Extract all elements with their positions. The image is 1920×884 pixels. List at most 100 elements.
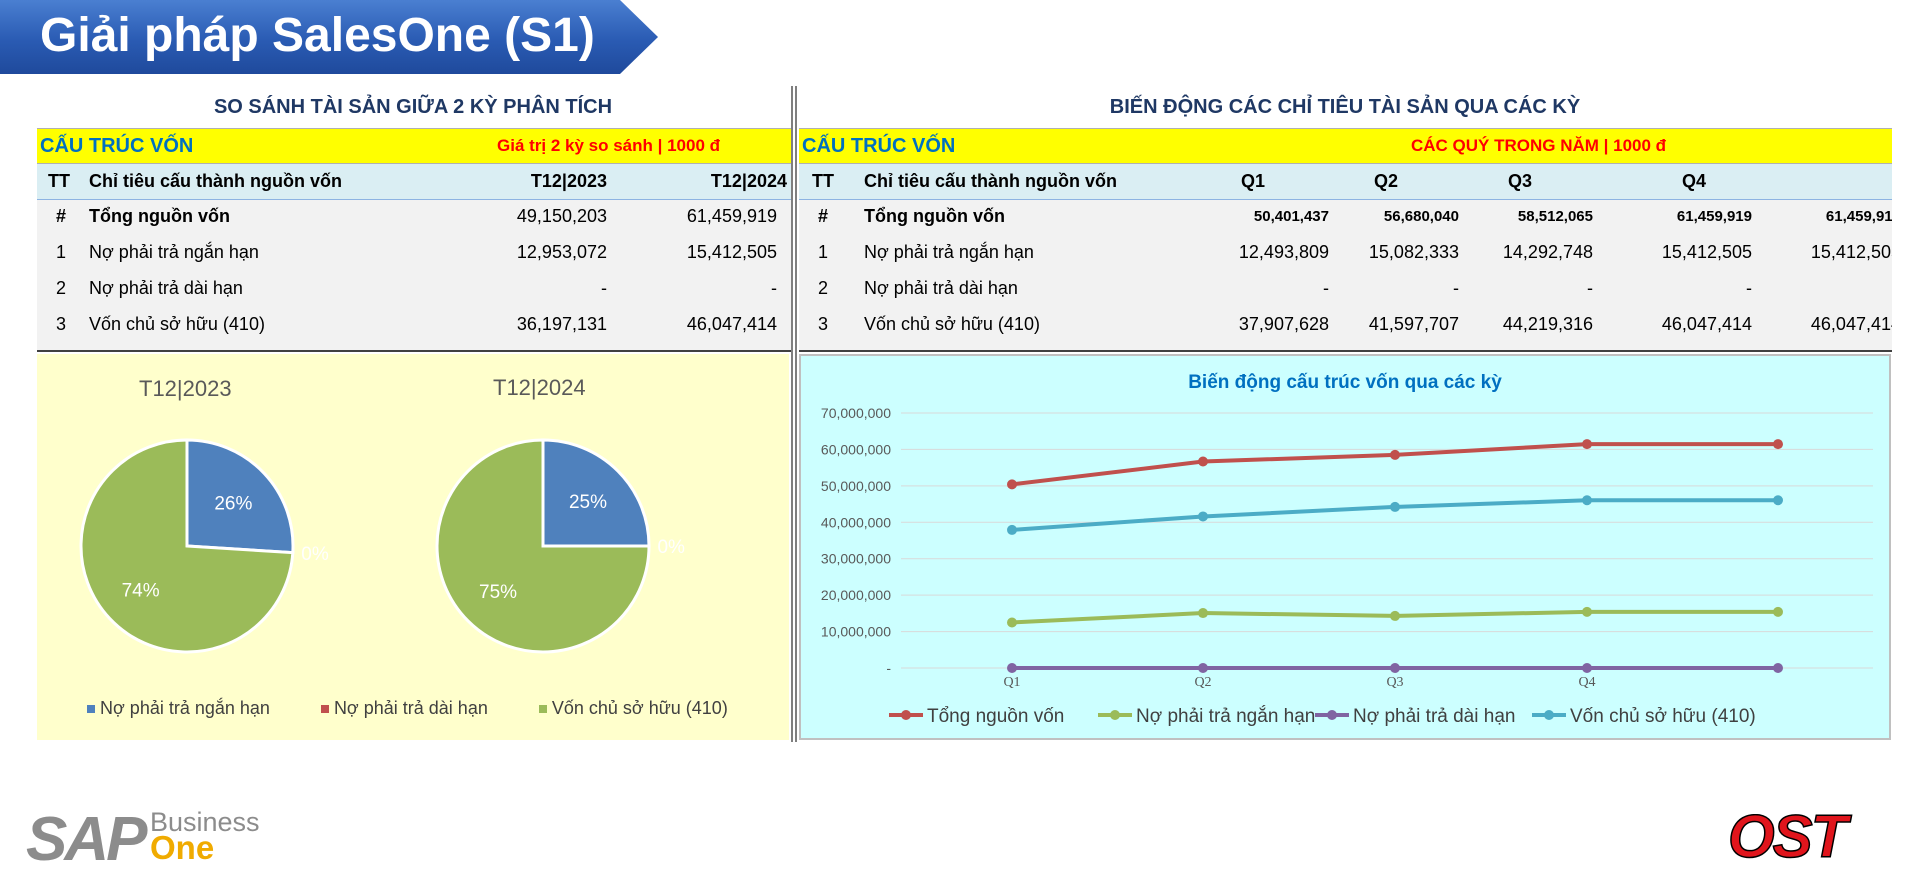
row-p1: 49,150,203 bbox=[516, 206, 607, 226]
row-q2: 56,680,040 bbox=[1383, 208, 1459, 225]
data-point bbox=[1198, 663, 1208, 673]
y-tick-label: 20,000,000 bbox=[821, 587, 891, 603]
data-point bbox=[1007, 663, 1017, 673]
header-q3: Q3 bbox=[1507, 171, 1532, 191]
pie-data-label: 26% bbox=[214, 493, 252, 514]
pie-data-label: 74% bbox=[122, 581, 160, 602]
legend-label: Nợ phải trả dài hạn bbox=[1353, 706, 1515, 727]
right-header-row: TT Chỉ tiêu cấu thành nguồn vốn Q1 Q2 Q3… bbox=[799, 164, 1892, 200]
sap-one-text: One bbox=[150, 829, 215, 866]
header-name: Chỉ tiêu cấu thành nguồn vốn bbox=[89, 171, 342, 191]
sap-logo-text: SAP bbox=[26, 808, 148, 864]
row-q4: - bbox=[1746, 278, 1752, 298]
data-point bbox=[1007, 524, 1017, 535]
data-point bbox=[1390, 663, 1400, 673]
pie-legend: Nợ phải trả ngắn hạn Nợ phải trả dài hạn… bbox=[87, 698, 728, 719]
data-point bbox=[1198, 511, 1208, 522]
row-q4: 46,047,414 bbox=[1661, 314, 1752, 334]
x-tick-label: Q1 bbox=[1003, 675, 1020, 690]
left-table-body: # Tổng nguồn vốn 49,150,203 61,459,919 1… bbox=[37, 200, 791, 352]
title-banner: Giải pháp SalesOne (S1) bbox=[0, 0, 658, 74]
pie-2: 25% 0% 75% bbox=[435, 438, 685, 654]
row-q3: 44,219,316 bbox=[1502, 314, 1593, 334]
row-name: Nợ phải trả ngắn hạn bbox=[864, 242, 1034, 262]
row-tt: # bbox=[55, 206, 66, 226]
header-name: Chỉ tiêu cấu thành nguồn vốn bbox=[864, 171, 1117, 191]
data-point bbox=[1390, 501, 1400, 512]
series-line bbox=[1007, 495, 1783, 535]
data-point bbox=[1582, 663, 1592, 673]
right-yellow-bar: CẤU TRÚC VỐN CÁC QUÝ TRONG NĂM | 1000 đ bbox=[799, 128, 1892, 164]
legend-item: Vốn chủ sở hữu (410) bbox=[1532, 706, 1756, 727]
row-p1: - bbox=[601, 278, 607, 298]
row-q5: - bbox=[1751, 278, 1892, 299]
sap-business-text: Business bbox=[150, 807, 260, 837]
data-point bbox=[1007, 479, 1017, 490]
data-point bbox=[1390, 610, 1400, 621]
row-tt: 2 bbox=[817, 278, 828, 298]
y-tick-label: - bbox=[886, 660, 891, 676]
right-table-body: # Tổng nguồn vốn 50,401,437 56,680,040 5… bbox=[799, 200, 1892, 352]
pie-title-1: T12|2023 bbox=[139, 376, 232, 401]
series-line bbox=[1007, 439, 1783, 490]
pie-1: 26% 0% 74% bbox=[79, 438, 329, 654]
row-name: Tổng nguồn vốn bbox=[89, 206, 230, 226]
pie-charts: 26% 0% 74% 25% 0% 75% bbox=[79, 438, 685, 654]
sap-logo: SAP bbox=[26, 808, 151, 864]
data-point bbox=[1198, 456, 1208, 467]
legend-label: Vốn chủ sở hữu (410) bbox=[1570, 706, 1756, 727]
x-tick-label: Q4 bbox=[1578, 675, 1595, 690]
x-tick-label: Q3 bbox=[1386, 675, 1403, 690]
pie-slice bbox=[541, 438, 651, 548]
legend-swatch bbox=[320, 705, 329, 714]
data-point bbox=[1773, 439, 1783, 450]
row-q1: - bbox=[1323, 278, 1329, 298]
data-point bbox=[1582, 606, 1592, 617]
row-name: Nợ phải trả dài hạn bbox=[89, 278, 243, 298]
y-tick-label: 30,000,000 bbox=[821, 551, 891, 567]
row-q5: 46,047,414 bbox=[1810, 314, 1892, 334]
pie-data-label: 25% bbox=[569, 492, 607, 513]
row-q2: - bbox=[1453, 278, 1459, 298]
header-period-1: T12|2023 bbox=[530, 171, 607, 191]
left-bar-label: CẤU TRÚC VỐN bbox=[40, 135, 194, 157]
row-name: Nợ phải trả ngắn hạn bbox=[89, 242, 259, 262]
row-q2: 41,597,707 bbox=[1368, 314, 1459, 334]
line-chart: - 10,000,000 20,000,000 30,000,000 40,000,00… bbox=[821, 405, 1873, 727]
right-bar-label: CẤU TRÚC VỐN bbox=[802, 135, 956, 157]
legend-label: Nợ phải trả ngắn hạn bbox=[100, 698, 270, 718]
row-tt: 3 bbox=[55, 314, 66, 334]
legend-item: Vốn chủ sở hữu (410) bbox=[538, 698, 728, 718]
row-p1: 36,197,131 bbox=[516, 314, 607, 334]
legend-label: Tổng nguồn vốn bbox=[927, 706, 1064, 727]
left-bar-unit: Giá trị 2 kỳ so sánh | 1000 đ bbox=[497, 136, 721, 155]
row-q3: 58,512,065 bbox=[1517, 208, 1593, 225]
section-divider bbox=[791, 86, 797, 742]
legend-item: Nợ phải trả dài hạn bbox=[320, 698, 488, 718]
series-line bbox=[1007, 606, 1783, 628]
legend-swatch bbox=[538, 705, 547, 714]
legend-marker bbox=[1327, 710, 1337, 720]
data-point bbox=[1582, 495, 1592, 506]
series-line bbox=[1007, 663, 1783, 673]
pie-data-label: 75% bbox=[479, 582, 517, 603]
row-q1: 12,493,809 bbox=[1238, 242, 1329, 262]
legend-item: Nợ phải trả dài hạn bbox=[1315, 706, 1515, 727]
data-point bbox=[1198, 608, 1208, 619]
data-point bbox=[1390, 449, 1400, 460]
y-tick-label: 40,000,000 bbox=[821, 514, 891, 530]
pie-slice bbox=[185, 438, 295, 555]
right-bar-unit: CÁC QUÝ TRONG NĂM | 1000 đ bbox=[1411, 136, 1667, 155]
data-point bbox=[1773, 663, 1783, 673]
row-p2: 15,412,505 bbox=[686, 242, 777, 262]
legend-label: Vốn chủ sở hữu (410) bbox=[551, 698, 728, 718]
row-name: Vốn chủ sở hữu (410) bbox=[89, 314, 265, 334]
pie-slice bbox=[435, 438, 651, 654]
row-tt: 1 bbox=[55, 242, 66, 262]
header-tt: TT bbox=[48, 171, 70, 191]
row-tt: 2 bbox=[55, 278, 66, 298]
row-q5: 61,459,919 bbox=[1825, 208, 1892, 225]
row-q4: 15,412,505 bbox=[1661, 242, 1752, 262]
y-tick-label: 70,000,000 bbox=[821, 405, 891, 421]
row-p2: - bbox=[771, 278, 777, 298]
